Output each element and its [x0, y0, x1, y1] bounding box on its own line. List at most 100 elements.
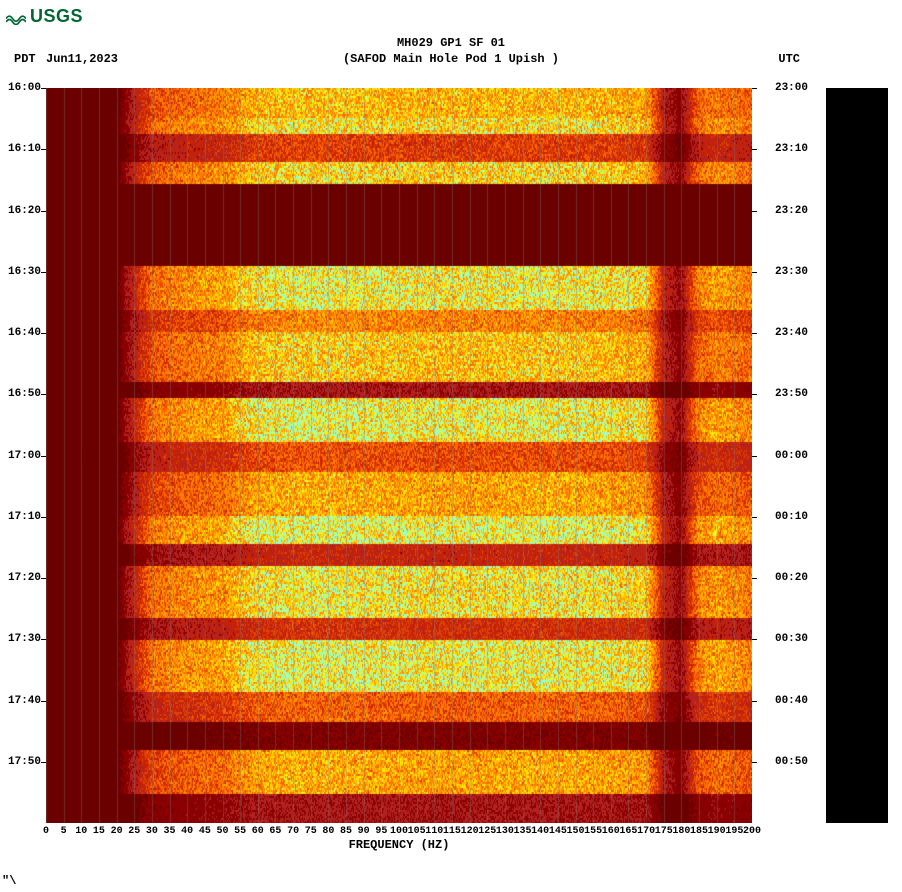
y-tick-right: 00:20	[758, 572, 808, 584]
tick-mark	[752, 701, 757, 702]
x-tick: 20	[111, 826, 123, 837]
tick-mark	[41, 701, 46, 702]
y-tick-left: 17:30	[8, 633, 41, 645]
tick-mark	[752, 517, 757, 518]
x-tick: 140	[531, 826, 549, 837]
tick-mark	[752, 394, 757, 395]
x-tick: 55	[234, 826, 246, 837]
x-tick: 125	[478, 826, 496, 837]
x-tick: 110	[425, 826, 443, 837]
tick-mark	[41, 333, 46, 334]
x-tick: 30	[146, 826, 158, 837]
y-tick-right: 00:10	[758, 511, 808, 523]
tick-mark	[41, 517, 46, 518]
y-tick-left: 16:00	[8, 82, 41, 94]
x-tick: 80	[322, 826, 334, 837]
x-tick: 165	[619, 826, 637, 837]
x-tick: 10	[75, 826, 87, 837]
right-timezone-label: UTC	[778, 52, 800, 66]
x-tick: 185	[690, 826, 708, 837]
x-tick: 90	[358, 826, 370, 837]
x-tick: 100	[390, 826, 408, 837]
x-tick: 190	[708, 826, 726, 837]
x-tick: 70	[287, 826, 299, 837]
y-tick-right: 00:40	[758, 695, 808, 707]
y-tick-right: 23:20	[758, 205, 808, 217]
y-tick-left: 17:20	[8, 572, 41, 584]
date-label: Jun11,2023	[46, 52, 118, 66]
x-tick: 200	[743, 826, 761, 837]
y-tick-left: 17:40	[8, 695, 41, 707]
x-tick: 15	[93, 826, 105, 837]
tick-mark	[41, 456, 46, 457]
tick-mark	[41, 211, 46, 212]
tick-mark	[752, 456, 757, 457]
tick-mark	[752, 639, 757, 640]
x-tick: 35	[164, 826, 176, 837]
y-tick-right: 23:10	[758, 143, 808, 155]
y-tick-left: 17:10	[8, 511, 41, 523]
tick-mark	[752, 88, 757, 89]
tick-mark	[752, 272, 757, 273]
y-tick-left: 16:40	[8, 327, 41, 339]
y-tick-left: 17:00	[8, 450, 41, 462]
x-tick: 5	[61, 826, 67, 837]
x-tick: 25	[128, 826, 140, 837]
y-tick-left: 16:50	[8, 388, 41, 400]
x-tick: 60	[252, 826, 264, 837]
y-tick-right: 23:50	[758, 388, 808, 400]
x-tick: 115	[443, 826, 461, 837]
x-tick: 40	[181, 826, 193, 837]
tick-mark	[41, 394, 46, 395]
y-tick-right: 23:30	[758, 266, 808, 278]
wave-icon	[6, 9, 26, 25]
x-tick: 130	[496, 826, 514, 837]
usgs-logo-text: USGS	[30, 6, 83, 27]
x-tick: 120	[461, 826, 479, 837]
x-tick: 45	[199, 826, 211, 837]
tick-mark	[752, 149, 757, 150]
x-tick: 160	[602, 826, 620, 837]
x-tick: 135	[514, 826, 532, 837]
x-tick: 170	[637, 826, 655, 837]
x-tick: 180	[672, 826, 690, 837]
tick-mark	[41, 639, 46, 640]
y-tick-left: 16:30	[8, 266, 41, 278]
usgs-logo: USGS	[6, 6, 83, 27]
tick-mark	[752, 762, 757, 763]
x-tick: 175	[655, 826, 673, 837]
x-tick: 75	[305, 826, 317, 837]
x-tick: 0	[43, 826, 49, 837]
y-tick-right: 23:40	[758, 327, 808, 339]
tick-mark	[752, 211, 757, 212]
tick-mark	[41, 272, 46, 273]
x-tick: 150	[566, 826, 584, 837]
left-timezone-label: PDT	[14, 52, 36, 66]
y-tick-right: 23:00	[758, 82, 808, 94]
y-tick-right: 00:30	[758, 633, 808, 645]
chart-title-line1: MH029 GP1 SF 01	[397, 36, 505, 50]
x-tick: 50	[216, 826, 228, 837]
x-tick: 145	[549, 826, 567, 837]
colorbar	[826, 88, 888, 823]
x-tick: 95	[375, 826, 387, 837]
x-tick: 85	[340, 826, 352, 837]
tick-mark	[752, 333, 757, 334]
x-axis-label: FREQUENCY (HZ)	[46, 838, 752, 852]
y-tick-right: 00:50	[758, 756, 808, 768]
chart-title-line2: (SAFOD Main Hole Pod 1 Upish )	[343, 52, 559, 66]
cursor-mark: "\	[2, 874, 16, 888]
tick-mark	[752, 578, 757, 579]
spectrogram-canvas	[46, 88, 752, 823]
x-tick: 155	[584, 826, 602, 837]
page-root: USGS MH029 GP1 SF 01 (SAFOD Main Hole Po…	[0, 0, 902, 892]
tick-mark	[41, 149, 46, 150]
x-tick: 65	[269, 826, 281, 837]
x-tick: 195	[725, 826, 743, 837]
tick-mark	[41, 578, 46, 579]
spectrogram-plot	[46, 88, 752, 823]
x-tick: 105	[408, 826, 426, 837]
tick-mark	[41, 762, 46, 763]
y-tick-left: 17:50	[8, 756, 41, 768]
y-tick-left: 16:10	[8, 143, 41, 155]
